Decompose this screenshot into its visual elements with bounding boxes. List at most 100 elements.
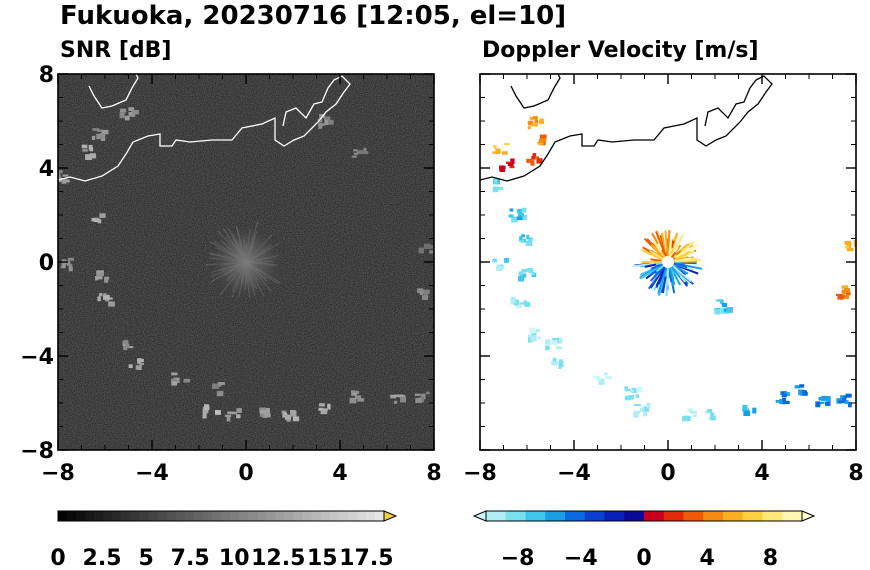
snr-echo-cell <box>203 404 209 411</box>
doppler-echo-cell <box>511 216 518 223</box>
doppler-echo-cell <box>516 216 523 221</box>
doppler-echo-cell <box>524 301 531 307</box>
doppler-echo-cell <box>529 116 534 121</box>
snr-colorbar-label: 7.5 <box>171 546 210 570</box>
snr-echo-cell <box>94 217 99 221</box>
snr-echo-cell <box>96 133 104 140</box>
snr-echo-cell <box>357 398 365 402</box>
snr-echo-cell <box>327 407 331 410</box>
snr-echo-cell <box>353 390 360 394</box>
snr-echo-cell <box>132 110 139 115</box>
doppler-echo-cell <box>558 361 564 367</box>
snr-echo-cell <box>282 414 288 418</box>
snr-echo-cell <box>216 390 224 397</box>
doppler-echo-cell <box>531 123 539 127</box>
x-tick-label: 8 <box>426 461 441 486</box>
doppler-echo-cell <box>531 155 536 160</box>
doppler-echo-cell <box>527 125 531 130</box>
snr-echo-cell <box>68 266 73 272</box>
snr-echo-cell <box>102 294 110 300</box>
doppler-echo-cell <box>504 257 509 263</box>
doppler-echo-cell <box>496 186 504 190</box>
snr-echo-cell <box>351 390 356 396</box>
snr-echo-cell <box>423 243 431 249</box>
snr-echo-cell <box>97 274 103 280</box>
snr-echo-cell <box>125 343 130 349</box>
snr-echo-cell <box>217 382 225 386</box>
doppler-echo-cell <box>844 288 851 293</box>
snr-echo-cell <box>352 393 357 396</box>
snr-colorbar-swatch <box>347 511 358 521</box>
snr-echo-cell <box>259 407 266 411</box>
snr-echo-cell <box>89 146 94 152</box>
doppler-echo-cell <box>496 266 503 271</box>
doppler-echo-cell <box>531 271 535 276</box>
snr-echo-cell <box>97 270 104 273</box>
doppler-echo-cell <box>518 238 525 242</box>
snr-echo-cell <box>104 277 109 283</box>
doppler-echo-cell <box>683 415 690 421</box>
snr-colorbar-swatch <box>239 511 249 521</box>
doppler-echo-cell <box>844 240 852 246</box>
snr-echo-cell <box>108 297 113 300</box>
x-tick-label: −4 <box>135 461 169 486</box>
y-tick-label: 4 <box>39 157 54 182</box>
doppler-echo-cell <box>706 409 712 413</box>
snr-echo-cell <box>128 107 135 111</box>
doppler-echo-cell <box>532 116 538 120</box>
doppler-colorbar-swatch <box>782 511 803 521</box>
snr-echo-cell <box>418 248 423 251</box>
snr-echo-cell <box>99 132 106 137</box>
doppler-echo-cell <box>542 141 546 146</box>
doppler-echo-cell <box>604 372 608 376</box>
doppler-echo-cell <box>825 396 831 402</box>
snr-colorbar-swatch <box>211 511 222 521</box>
doppler-echo-cell <box>507 162 512 166</box>
snr-echo-cell <box>259 408 266 414</box>
doppler-echo-cell <box>624 395 631 401</box>
snr-echo-cell <box>349 397 357 404</box>
doppler-echo-cell <box>629 390 635 393</box>
doppler-echo-cell <box>545 339 551 345</box>
snr-echo-cell <box>69 257 74 261</box>
doppler-colorbar-extend-max <box>801 510 816 522</box>
doppler-echo-cell <box>818 401 825 405</box>
snr-echo-cell <box>66 263 71 266</box>
snr-echo-cell <box>290 410 296 415</box>
doppler-echo-cell <box>538 139 543 143</box>
doppler-echo-cell <box>815 401 821 408</box>
snr-echo-cell <box>400 394 406 399</box>
doppler-echo-cell <box>690 410 697 414</box>
snr-colorbar-swatch <box>329 511 340 521</box>
y-tick-label: 0 <box>39 251 54 276</box>
doppler-echo-cell <box>552 357 557 363</box>
x-tick-label: −8 <box>463 461 497 486</box>
doppler-echo-cell <box>493 177 497 182</box>
doppler-echo-cell <box>848 402 852 408</box>
snr-colorbar-swatch <box>112 511 122 521</box>
snr-echo-cell <box>230 411 238 415</box>
snr-echo-cell <box>354 395 362 400</box>
doppler-echo-cell <box>821 395 827 401</box>
snr-colorbar-swatch <box>293 511 303 521</box>
snr-echo-cell <box>263 408 270 414</box>
snr-echo-cell <box>81 144 88 149</box>
snr-echo-cell <box>58 170 63 173</box>
snr-echo-cell <box>82 149 88 152</box>
snr-colorbar-swatch <box>221 511 231 521</box>
doppler-echo-cell <box>501 151 508 155</box>
doppler-echo-cell <box>687 408 693 413</box>
snr-colorbar-label: 5 <box>138 546 153 570</box>
snr-colorbar-swatch <box>365 511 376 521</box>
doppler-echo-cell <box>519 273 527 278</box>
snr-echo-cell <box>429 250 434 254</box>
doppler-echo-cell <box>752 407 757 414</box>
coastline-right <box>480 75 773 182</box>
snr-colorbar-swatch <box>121 511 131 521</box>
doppler-echo-cell <box>842 397 847 402</box>
doppler-echo-cell <box>624 389 631 392</box>
snr-colorbar: 0 2.5 5 7.5 10 12.5 15 17.5 <box>50 510 398 570</box>
doppler-colorbar-swatch <box>742 511 763 521</box>
doppler-colorbar-label: −4 <box>564 546 598 570</box>
